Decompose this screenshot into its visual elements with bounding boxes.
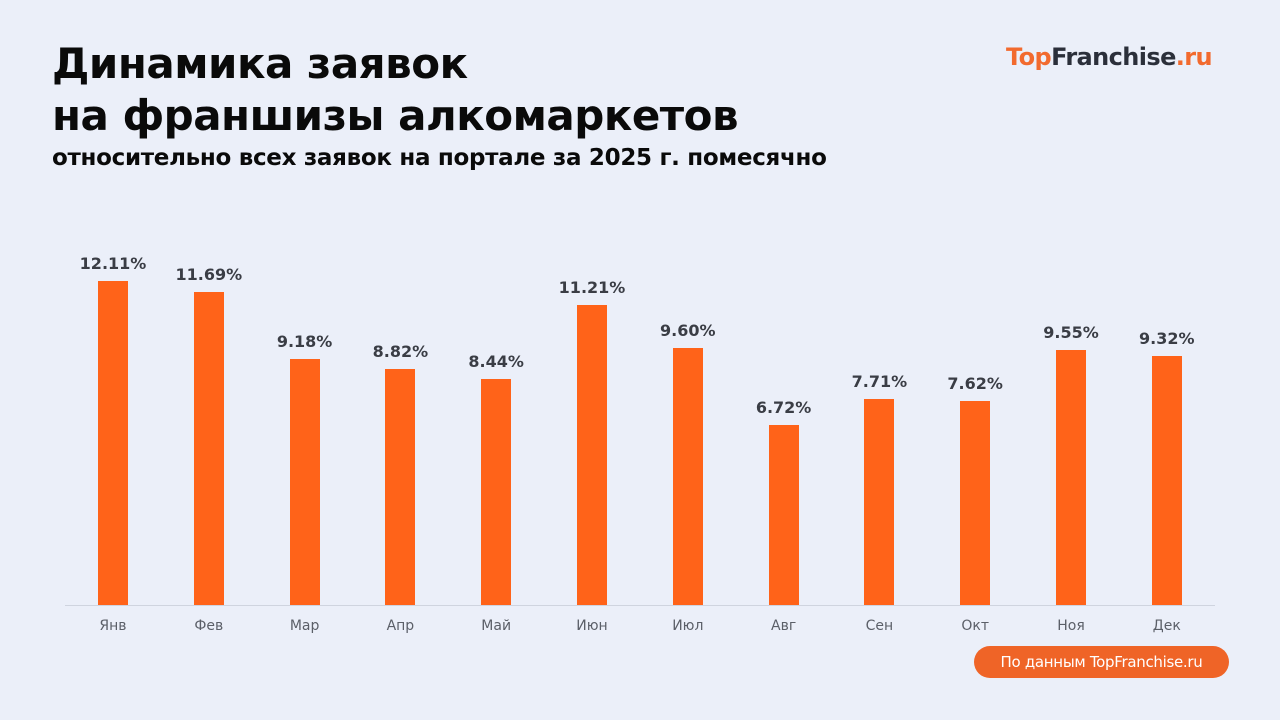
x-axis-tick-label: Авг — [771, 618, 797, 634]
bar-5 — [577, 305, 607, 605]
chart-title: Динамика заявок на франшизы алкомаркетов — [52, 38, 739, 142]
x-axis-tick-label: Май — [481, 618, 512, 634]
bar-10 — [1056, 349, 1086, 605]
title-line-2: на франшизы алкомаркетов — [52, 91, 739, 140]
topfranchise-logo: TopFranchise.ru — [1006, 43, 1213, 71]
x-axis-tick-label: Окт — [961, 618, 989, 634]
bar-value-label: 11.21% — [558, 278, 626, 298]
bar-value-label: 12.11% — [79, 254, 147, 274]
bar-3 — [385, 369, 416, 605]
x-axis-tick-label: Дек — [1152, 618, 1181, 634]
bar-1 — [193, 292, 224, 605]
bar-value-label: 6.72% — [755, 398, 812, 418]
bar-value-label: 7.71% — [851, 371, 908, 391]
bar-9 — [960, 401, 991, 605]
bar-value-label: 9.18% — [276, 332, 333, 352]
bar-8 — [864, 398, 895, 605]
logo-part-ru: .ru — [1175, 43, 1213, 71]
x-axis-tick-label: Янв — [99, 618, 127, 634]
bar-value-label: 7.62% — [947, 374, 1003, 394]
bar-value-label: 9.55% — [1043, 322, 1099, 342]
bar-0 — [98, 281, 128, 605]
bar-value-label: 9.32% — [1139, 328, 1195, 348]
chart-subtitle: относительно всех заявок на портале за 2… — [52, 145, 827, 171]
x-axis-tick-label: Апр — [386, 618, 415, 634]
x-axis-tick-label: Июн — [576, 618, 608, 634]
bar-4 — [481, 379, 512, 605]
logo-part-franchise: Franchise — [1051, 43, 1176, 71]
bar-value-label: 9.60% — [660, 321, 716, 341]
x-axis-line — [65, 605, 1215, 606]
bar-2 — [289, 359, 320, 605]
x-axis-tick-label: Сен — [865, 618, 894, 634]
x-axis-tick-label: Фев — [194, 618, 224, 634]
bar-7 — [768, 425, 799, 605]
x-axis-tick-label: Мар — [289, 618, 320, 634]
bar-6 — [672, 348, 703, 605]
logo-part-top: Top — [1006, 43, 1052, 71]
source-badge: По данным TopFranchise.ru — [974, 646, 1229, 678]
x-axis-tick-label: Ноя — [1057, 618, 1085, 634]
x-axis-tick-label: Июл — [672, 618, 704, 634]
bar-value-label: 8.44% — [468, 352, 524, 372]
bar-11 — [1151, 355, 1182, 605]
title-line-1: Динамика заявок — [52, 39, 468, 88]
bar-value-label: 11.69% — [175, 265, 243, 285]
bar-value-label: 8.82% — [372, 342, 429, 362]
